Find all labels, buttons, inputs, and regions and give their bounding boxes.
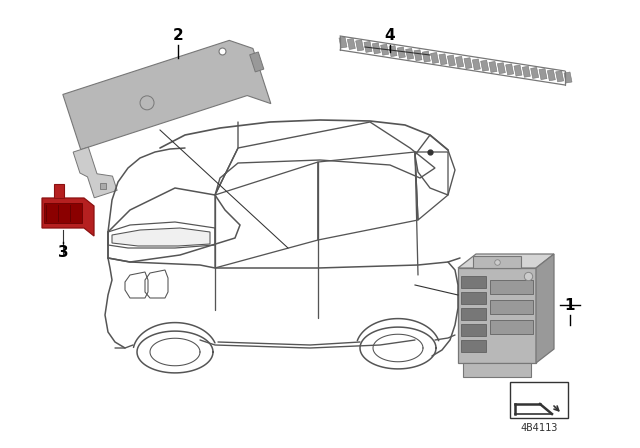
Polygon shape: [473, 256, 521, 268]
Polygon shape: [458, 268, 536, 363]
Polygon shape: [461, 292, 486, 304]
Polygon shape: [389, 46, 397, 56]
Polygon shape: [490, 320, 533, 334]
Polygon shape: [564, 72, 572, 83]
Polygon shape: [73, 147, 117, 198]
Polygon shape: [536, 254, 554, 363]
Polygon shape: [364, 41, 372, 52]
Polygon shape: [431, 52, 438, 64]
Polygon shape: [463, 363, 531, 377]
Text: 3: 3: [58, 245, 68, 259]
Polygon shape: [456, 56, 463, 67]
Polygon shape: [372, 43, 380, 54]
Polygon shape: [490, 300, 533, 314]
Polygon shape: [439, 54, 447, 65]
Polygon shape: [422, 51, 430, 62]
Polygon shape: [556, 71, 564, 82]
Polygon shape: [348, 39, 355, 49]
Polygon shape: [464, 58, 472, 69]
Polygon shape: [381, 44, 388, 55]
Polygon shape: [489, 61, 497, 73]
Polygon shape: [461, 340, 486, 352]
Polygon shape: [339, 37, 347, 48]
Text: 1: 1: [564, 297, 575, 313]
Polygon shape: [54, 184, 64, 198]
Polygon shape: [458, 254, 554, 268]
Polygon shape: [397, 47, 405, 58]
Polygon shape: [461, 324, 486, 336]
Polygon shape: [406, 48, 413, 60]
Text: 2: 2: [173, 27, 184, 43]
Text: 4B4113: 4B4113: [520, 423, 557, 433]
Polygon shape: [44, 203, 82, 223]
Text: 4: 4: [385, 27, 396, 43]
Polygon shape: [414, 50, 422, 61]
Polygon shape: [461, 276, 486, 288]
Polygon shape: [112, 228, 210, 246]
Polygon shape: [539, 69, 547, 80]
Polygon shape: [447, 55, 455, 66]
Polygon shape: [356, 40, 364, 51]
Polygon shape: [514, 65, 522, 76]
Polygon shape: [506, 64, 514, 75]
Polygon shape: [481, 60, 489, 71]
Polygon shape: [461, 308, 486, 320]
Polygon shape: [42, 198, 94, 236]
Polygon shape: [531, 68, 539, 78]
Polygon shape: [490, 280, 533, 294]
Polygon shape: [522, 66, 531, 77]
Polygon shape: [547, 70, 556, 81]
Polygon shape: [63, 40, 271, 150]
Polygon shape: [497, 63, 506, 73]
Polygon shape: [472, 59, 481, 70]
Polygon shape: [250, 52, 264, 72]
Polygon shape: [510, 382, 568, 418]
